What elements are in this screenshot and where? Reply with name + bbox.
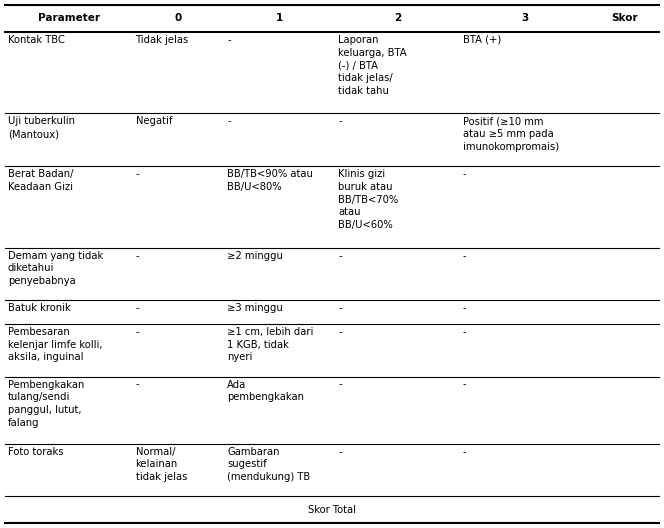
- Text: -: -: [463, 447, 466, 457]
- Text: -: -: [135, 380, 139, 390]
- Text: -: -: [338, 447, 342, 457]
- Text: -: -: [135, 303, 139, 313]
- Text: Ada
pembengkakan: Ada pembengkakan: [227, 380, 304, 402]
- Text: -: -: [338, 380, 342, 390]
- Text: -: -: [135, 251, 139, 261]
- Text: Gambaran
sugestif
(mendukung) TB: Gambaran sugestif (mendukung) TB: [227, 447, 310, 482]
- Text: Positif (≥10 mm
atau ≥5 mm pada
imunokompromais): Positif (≥10 mm atau ≥5 mm pada imunokom…: [463, 116, 558, 152]
- Text: Uji tuberkulin
(Mantoux): Uji tuberkulin (Mantoux): [8, 116, 75, 139]
- Text: -: -: [338, 303, 342, 313]
- Text: Skor Total: Skor Total: [308, 505, 356, 515]
- Text: 3: 3: [521, 13, 529, 23]
- Text: -: -: [463, 380, 466, 390]
- Text: -: -: [338, 251, 342, 261]
- Text: -: -: [227, 35, 230, 45]
- Text: -: -: [135, 327, 139, 337]
- Text: Klinis gizi
buruk atau
BB/TB<70%
atau
BB/U<60%: Klinis gizi buruk atau BB/TB<70% atau BB…: [338, 169, 398, 230]
- Text: Laporan
keluarga, BTA
(-) / BTA
tidak jelas/
tidak tahu: Laporan keluarga, BTA (-) / BTA tidak je…: [338, 35, 407, 96]
- Text: -: -: [463, 303, 466, 313]
- Text: ≥1 cm, lebih dari
1 KGB, tidak
nyeri: ≥1 cm, lebih dari 1 KGB, tidak nyeri: [227, 327, 313, 363]
- Text: Parameter: Parameter: [38, 13, 100, 23]
- Text: Pembesaran
kelenjar limfe kolli,
aksila, inguinal: Pembesaran kelenjar limfe kolli, aksila,…: [8, 327, 102, 363]
- Text: -: -: [135, 169, 139, 179]
- Text: Batuk kronik: Batuk kronik: [8, 303, 71, 313]
- Text: -: -: [227, 116, 230, 126]
- Text: 0: 0: [175, 13, 182, 23]
- Text: Negatif: Negatif: [135, 116, 172, 126]
- Text: BTA (+): BTA (+): [463, 35, 501, 45]
- Text: ≥2 minggu: ≥2 minggu: [227, 251, 283, 261]
- Text: Pembengkakan
tulang/sendi
panggul, lutut,
falang: Pembengkakan tulang/sendi panggul, lutut…: [8, 380, 84, 428]
- Text: -: -: [338, 116, 342, 126]
- Text: -: -: [338, 327, 342, 337]
- Text: -: -: [463, 169, 466, 179]
- Text: 1: 1: [276, 13, 284, 23]
- Text: Kontak TBC: Kontak TBC: [8, 35, 65, 45]
- Text: Berat Badan/
Keadaan Gizi: Berat Badan/ Keadaan Gizi: [8, 169, 74, 192]
- Text: BB/TB<90% atau
BB/U<80%: BB/TB<90% atau BB/U<80%: [227, 169, 313, 192]
- Text: Tidak jelas: Tidak jelas: [135, 35, 189, 45]
- Text: -: -: [463, 327, 466, 337]
- Text: Demam yang tidak
diketahui
penyebabnya: Demam yang tidak diketahui penyebabnya: [8, 251, 103, 286]
- Text: Skor: Skor: [612, 13, 638, 23]
- Text: ≥3 minggu: ≥3 minggu: [227, 303, 283, 313]
- Text: Foto toraks: Foto toraks: [8, 447, 64, 457]
- Text: -: -: [463, 251, 466, 261]
- Text: 2: 2: [394, 13, 401, 23]
- Text: Normal/
kelainan
tidak jelas: Normal/ kelainan tidak jelas: [135, 447, 187, 482]
